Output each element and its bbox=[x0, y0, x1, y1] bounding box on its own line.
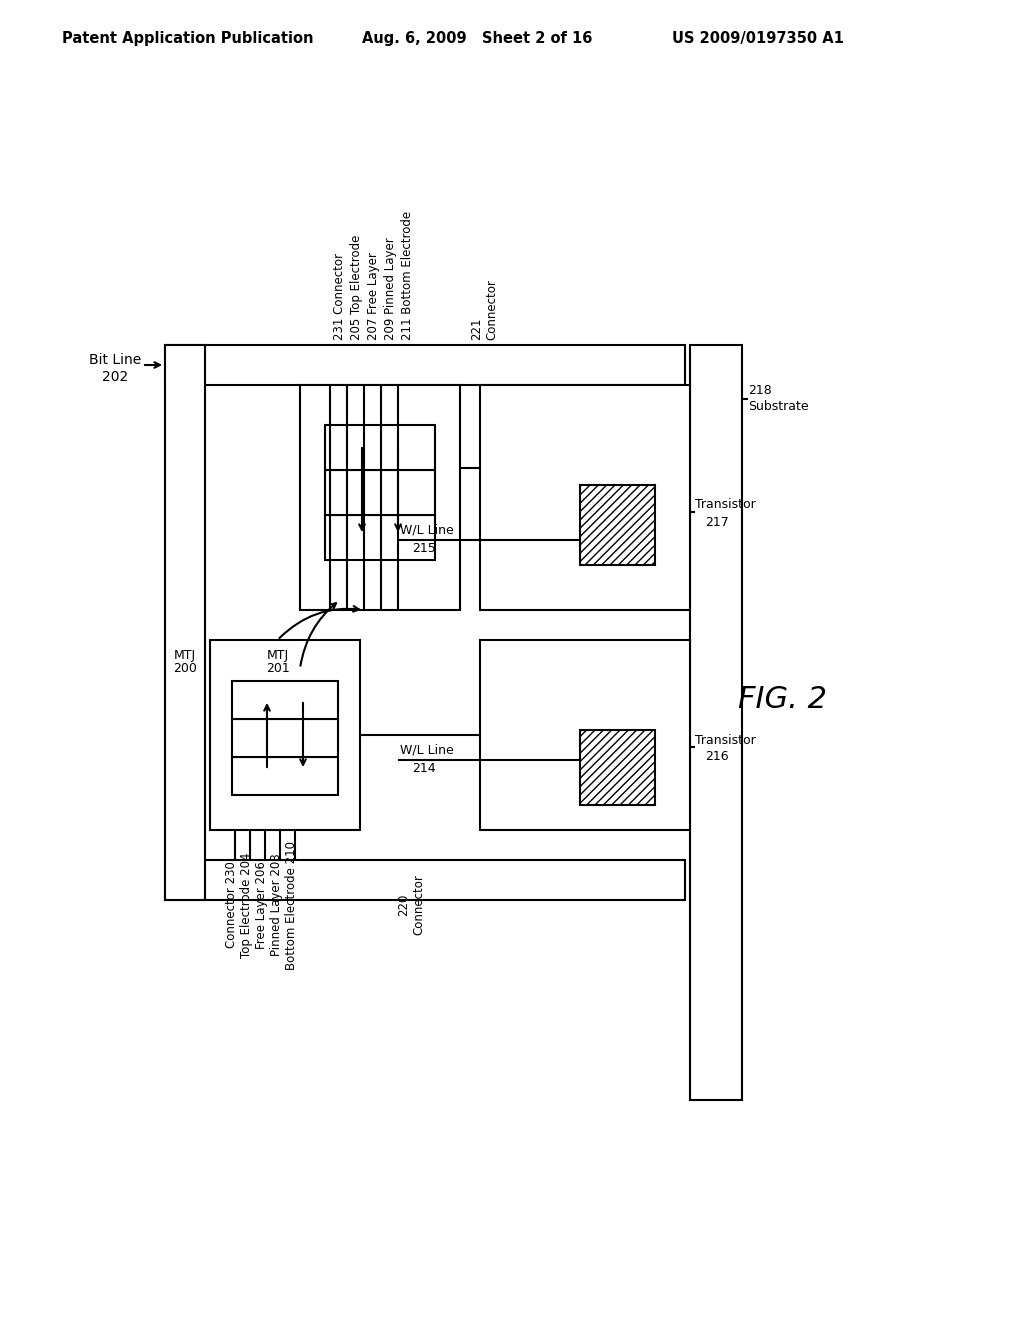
Bar bbox=[325, 425, 435, 470]
Bar bbox=[580, 484, 655, 565]
Bar bbox=[325, 515, 435, 560]
Text: 218: 218 bbox=[748, 384, 772, 396]
Bar bbox=[210, 640, 360, 830]
Bar bbox=[232, 681, 338, 719]
Text: Aug. 6, 2009   Sheet 2 of 16: Aug. 6, 2009 Sheet 2 of 16 bbox=[362, 30, 592, 45]
Bar bbox=[232, 719, 338, 756]
Text: 221: 221 bbox=[470, 318, 483, 341]
Text: 211 Bottom Electrode: 211 Bottom Electrode bbox=[401, 211, 414, 341]
Bar bbox=[480, 385, 690, 610]
Text: 231 Connector: 231 Connector bbox=[333, 253, 346, 341]
Text: Transistor: Transistor bbox=[695, 499, 756, 511]
Bar bbox=[325, 470, 435, 515]
Text: Bottom Electrode 210: Bottom Electrode 210 bbox=[285, 841, 298, 969]
Text: Bit Line: Bit Line bbox=[89, 352, 141, 367]
Text: Connector: Connector bbox=[412, 875, 425, 936]
Bar bbox=[165, 861, 685, 900]
Text: MTJ: MTJ bbox=[174, 648, 196, 661]
Text: 217: 217 bbox=[705, 516, 729, 528]
Text: W/L Line: W/L Line bbox=[400, 743, 454, 756]
Text: W/L Line: W/L Line bbox=[400, 524, 454, 536]
Text: MTJ: MTJ bbox=[267, 648, 289, 661]
Text: 202: 202 bbox=[101, 370, 128, 384]
Text: Connector 230: Connector 230 bbox=[225, 862, 238, 949]
Text: Substrate: Substrate bbox=[748, 400, 809, 413]
Text: 207 Free Layer: 207 Free Layer bbox=[367, 252, 380, 341]
Text: Patent Application Publication: Patent Application Publication bbox=[62, 30, 313, 45]
Text: US 2009/0197350 A1: US 2009/0197350 A1 bbox=[672, 30, 844, 45]
Bar bbox=[480, 640, 690, 830]
Text: Connector: Connector bbox=[485, 279, 498, 341]
Text: 220: 220 bbox=[397, 894, 410, 916]
Text: Top Electrode 204: Top Electrode 204 bbox=[240, 853, 253, 958]
Text: 215: 215 bbox=[412, 541, 436, 554]
Text: Pinned Layer 208: Pinned Layer 208 bbox=[270, 854, 283, 956]
Text: 205 Top Electrode: 205 Top Electrode bbox=[350, 235, 362, 341]
Text: Free Layer 206: Free Layer 206 bbox=[255, 861, 268, 949]
Text: Transistor: Transistor bbox=[695, 734, 756, 747]
Text: FIG. 2: FIG. 2 bbox=[738, 685, 827, 714]
Bar bbox=[580, 730, 655, 805]
Bar bbox=[300, 385, 460, 610]
Text: 209 Pinned Layer: 209 Pinned Layer bbox=[384, 238, 397, 341]
Text: 201: 201 bbox=[266, 661, 290, 675]
Bar bbox=[690, 345, 742, 1100]
Text: 216: 216 bbox=[705, 751, 729, 763]
Bar bbox=[165, 345, 205, 900]
Text: 200: 200 bbox=[173, 661, 197, 675]
Bar bbox=[232, 756, 338, 795]
Text: 214: 214 bbox=[412, 762, 435, 775]
Bar bbox=[165, 345, 685, 385]
